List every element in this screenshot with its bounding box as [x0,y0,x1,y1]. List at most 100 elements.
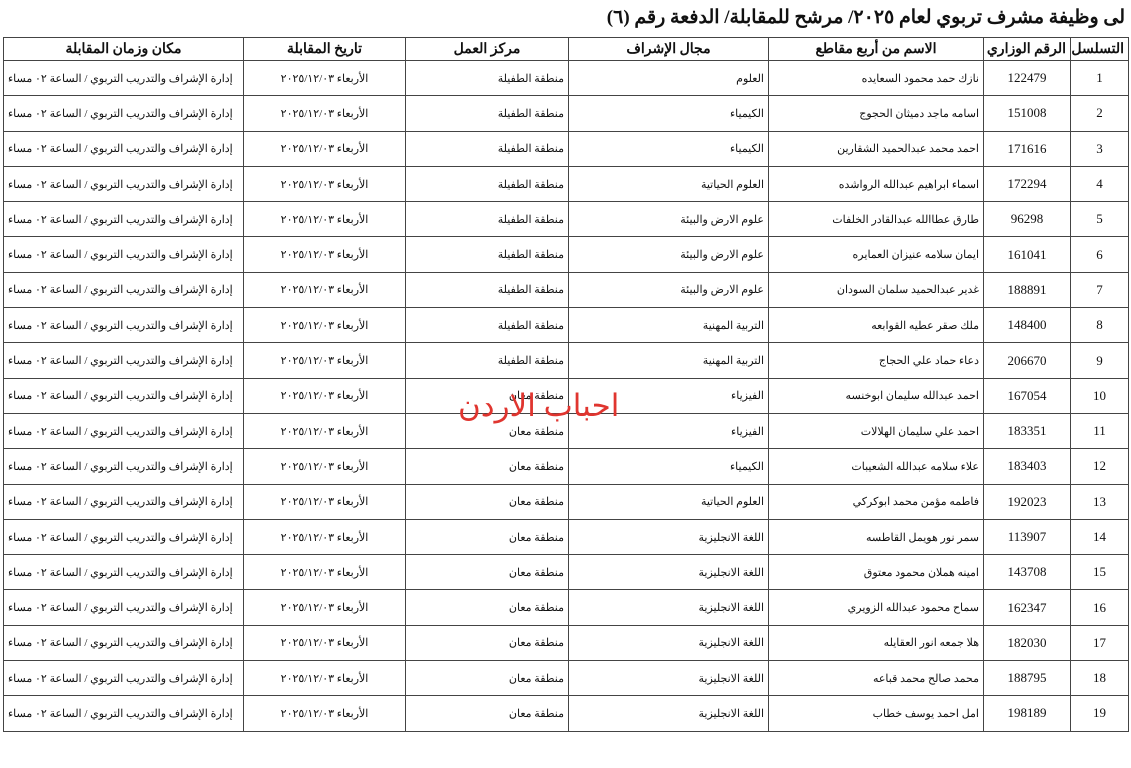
table-cell: منطقة الطفيلة [405,130,569,167]
table-cell: 192023 [983,483,1071,520]
table-cell: منطقة معان [405,589,569,626]
table-cell: العلوم الحياتية [568,483,769,520]
table-cell: منطقة الطفيلة [405,307,569,344]
table-cell: إدارة الإشراف والتدريب التربوي / الساعة … [3,624,244,662]
table-cell: إدارة الإشراف والتدريب التربوي / الساعة … [3,236,244,273]
table-cell: 206670 [983,342,1071,379]
table-cell: إدارة الإشراف والتدريب التربوي / الساعة … [3,307,244,344]
table-row: 6 161041 ايمان سلامه عنيزان العمايره علوم ا… [3,236,1129,273]
table-cell: منطقة الطفيلة [405,236,569,273]
table-cell: إدارة الإشراف والتدريب التربوي / الساعة … [3,695,244,732]
table-row: 17 182030 هلا جمعه انور العقايله اللغة الان… [3,624,1129,662]
table-cell: إدارة الإشراف والتدريب التربوي / الساعة … [3,589,244,626]
table-row: 11 183351 احمد علي سليمان الهلالات الفيزياء… [3,412,1129,450]
table-row: 19 198189 امل احمد يوسف خطاب اللغة الانجليز… [3,695,1129,732]
table-cell: 182030 [983,624,1071,662]
table-cell: العلوم الحياتية [568,165,769,203]
table-cell: امل احمد يوسف خطاب [768,695,984,732]
table-row: 12 183403 علاء سلامه عبدالله الشعيبات الكيم… [3,448,1129,485]
table-cell: علوم الارض والبيئة [568,236,769,273]
table-cell: 113907 [983,518,1071,556]
table-cell: 143708 [983,554,1071,591]
table-cell: منطقة معان [405,518,569,556]
table-cell: الكيمياء [568,448,769,485]
table-row: 2 151008 اسامه ماجد دميثان الحجوج الكيمياء م… [3,95,1129,132]
table-cell: ملك صقر عطيه القوابعه [768,307,984,344]
table-cell: 1 [1070,59,1129,97]
table-cell: 183403 [983,448,1071,485]
table-cell: فاطمه مؤمن محمد ابوكركي [768,483,984,520]
table-cell: 6 [1070,236,1129,273]
table-cell: منطقة الطفيلة [405,201,569,238]
table-cell: 162347 [983,589,1071,626]
table-cell: التربية المهنية [568,307,769,344]
table-cell: الأربعاء ٢٠٢٥/١٢/٠٣ [243,271,406,309]
table-row: 5 96298 طارق عطاالله عبدالقادر الخلفات علوم… [3,201,1129,238]
table-cell: احمد عبدالله سليمان ابوخنسه [768,377,984,414]
table-row: 18 188795 محمد صالح محمد قباعه اللغة الانجل… [3,660,1129,697]
column-header: مكان وزمان المقابلة [3,37,244,61]
table-cell: الأربعاء ٢٠٢٥/١٢/٠٣ [243,307,406,344]
table-cell: 161041 [983,236,1071,273]
table-cell: الأربعاء ٢٠٢٥/١٢/٠٣ [243,624,406,662]
table-row: 8 148400 ملك صقر عطيه القوابعه التربية المه… [3,307,1129,344]
table-cell: 13 [1070,483,1129,520]
table-cell: منطقة معان [405,448,569,485]
table-cell: اسامه ماجد دميثان الحجوج [768,95,984,132]
column-header: الاسم من أربع مقاطع [768,37,984,61]
column-header: الرقم الوزاري [983,37,1071,61]
table-cell: 16 [1070,589,1129,626]
table-cell: الأربعاء ٢٠٢٥/١٢/٠٣ [243,95,406,132]
table-cell: 19 [1070,695,1129,732]
table-cell: إدارة الإشراف والتدريب التربوي / الساعة … [3,95,244,132]
table-cell: 171616 [983,130,1071,167]
table-cell: 5 [1070,201,1129,238]
table-row: 7 188891 غدير عبدالحميد سلمان السودان علوم … [3,271,1129,309]
table-cell: احمد محمد عبدالحميد الشقارين [768,130,984,167]
table-cell: منطقة الطفيلة [405,271,569,309]
table-cell: اللغة الانجليزية [568,518,769,556]
table-cell: 3 [1070,130,1129,167]
table-cell: الأربعاء ٢٠٢٥/١٢/٠٣ [243,59,406,97]
table-cell: منطقة الطفيلة [405,342,569,379]
table-cell: 188891 [983,271,1071,309]
table-cell: إدارة الإشراف والتدريب التربوي / الساعة … [3,165,244,203]
table-cell: غدير عبدالحميد سلمان السودان [768,271,984,309]
table-cell: إدارة الإشراف والتدريب التربوي / الساعة … [3,59,244,97]
table-cell: سماح محمود عبدالله الزويري [768,589,984,626]
table-cell: 172294 [983,165,1071,203]
table-cell: اسماء ابراهيم عبدالله الرواشده [768,165,984,203]
table-cell: منطقة الطفيلة [405,165,569,203]
table-body: 1 122479 نازك حمد محمود السعايده العلوم منطق… [3,59,1129,732]
table-cell: إدارة الإشراف والتدريب التربوي / الساعة … [3,342,244,379]
table-cell: منطقة معان [405,412,569,450]
table-cell: منطقة معان [405,624,569,662]
column-header: مركز العمل [405,37,569,61]
table-cell: 7 [1070,271,1129,309]
table-cell: منطقة معان [405,695,569,732]
table-row: 15 143708 امينه هملان محمود معتوق اللغة الا… [3,554,1129,591]
table-cell: 11 [1070,412,1129,450]
table-cell: إدارة الإشراف والتدريب التربوي / الساعة … [3,271,244,309]
table-cell: الأربعاء ٢٠٢٥/١٢/٠٣ [243,412,406,450]
table-cell: 148400 [983,307,1071,344]
table-cell: 18 [1070,660,1129,697]
column-header: مجال الإشراف [568,37,769,61]
table-row: 9 206670 دعاء حماد علي الحجاج التربية المهن… [3,342,1129,379]
table-cell: الكيمياء [568,95,769,132]
table-cell: إدارة الإشراف والتدريب التربوي / الساعة … [3,660,244,697]
table-cell: احمد علي سليمان الهلالات [768,412,984,450]
table-cell: منطقة الطفيلة [405,95,569,132]
table-cell: الأربعاء ٢٠٢٥/١٢/٠٣ [243,589,406,626]
table-cell: اللغة الانجليزية [568,554,769,591]
table-cell: إدارة الإشراف والتدريب التربوي / الساعة … [3,201,244,238]
table-cell: 151008 [983,95,1071,132]
column-header: التسلسل [1070,37,1129,61]
table-cell: اللغة الانجليزية [568,695,769,732]
table-cell: 188795 [983,660,1071,697]
watermark: احباب الاردن [458,388,620,423]
table-cell: 96298 [983,201,1071,238]
table-cell: التربية المهنية [568,342,769,379]
candidates-table: التسلسل الرقم الوزاري الاسم من أربع مقاطع م… [3,37,1129,732]
